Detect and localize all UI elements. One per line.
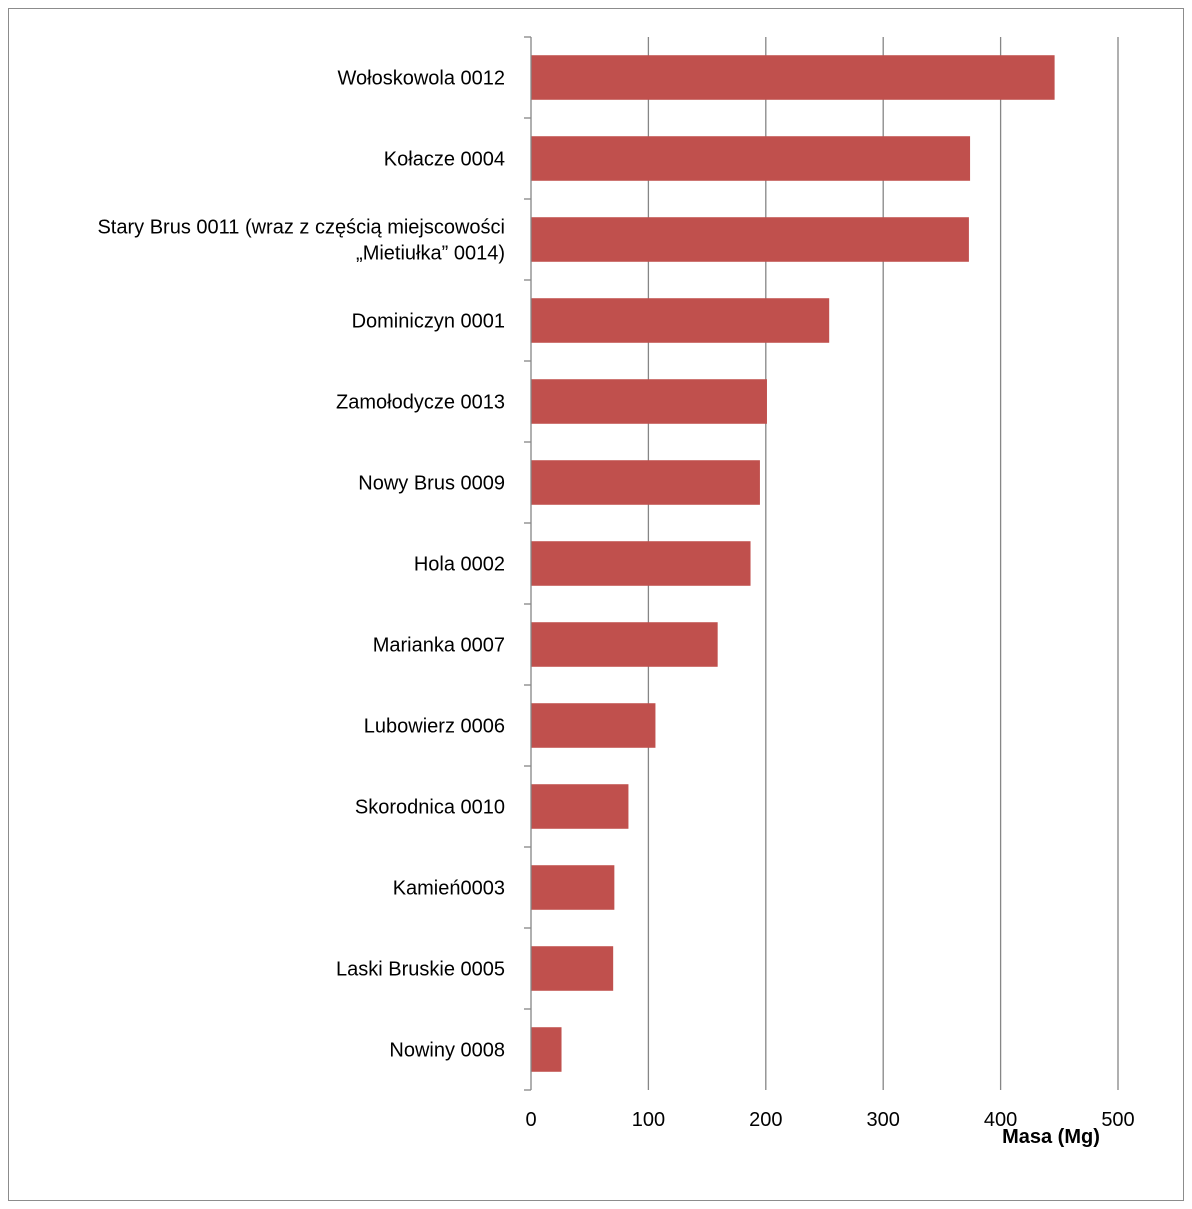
axes	[524, 36, 532, 1091]
bar	[531, 703, 656, 748]
bar	[531, 460, 760, 505]
category-label: Stary Brus 0011 (wraz z częścią miejscow…	[97, 217, 505, 265]
x-tick-label: 100	[632, 1109, 665, 1131]
category-label: Wołoskowola 0012	[337, 68, 505, 90]
category-label: Kamień0003	[393, 878, 505, 900]
bar	[531, 136, 971, 181]
category-label: Lubowierz 0006	[364, 716, 505, 738]
bar	[531, 217, 969, 262]
category-label: Hola 0002	[414, 554, 505, 576]
x-tick-label: 500	[1101, 1109, 1134, 1131]
bar	[531, 298, 830, 343]
category-label: Laski Bruskie 0005	[336, 959, 505, 981]
category-label: Nowiny 0008	[389, 1040, 505, 1062]
bar	[531, 379, 767, 424]
bars	[531, 55, 1055, 1072]
category-label: Kołacze 0004	[384, 149, 505, 171]
x-tick-label: 300	[867, 1109, 900, 1131]
category-label: Zamołodycze 0013	[336, 392, 505, 414]
category-label: Dominiczyn 0001	[352, 311, 505, 333]
bar	[531, 865, 615, 910]
bar	[531, 1027, 562, 1072]
bar	[531, 946, 614, 991]
x-tick-label: 400	[984, 1109, 1017, 1131]
category-label: Marianka 0007	[373, 635, 505, 657]
bar	[531, 622, 718, 667]
category-label: Nowy Brus 0009	[358, 473, 505, 495]
grid-lines	[647, 37, 1119, 1090]
bar	[531, 784, 629, 829]
x-tick-labels: 0 100 200 300 400 500	[525, 1109, 1134, 1131]
x-tick-label: 200	[749, 1109, 782, 1131]
category-label: Skorodnica 0010	[355, 797, 505, 819]
x-tick-label: 0	[525, 1109, 536, 1131]
x-axis-title: Masa (Mg)	[1002, 1126, 1100, 1148]
chart-frame	[8, 8, 1184, 1201]
bar	[531, 541, 751, 586]
category-labels: Wołoskowola 0012 Kołacze 0004 Stary Brus 0…	[97, 68, 505, 1062]
bar	[531, 55, 1055, 100]
